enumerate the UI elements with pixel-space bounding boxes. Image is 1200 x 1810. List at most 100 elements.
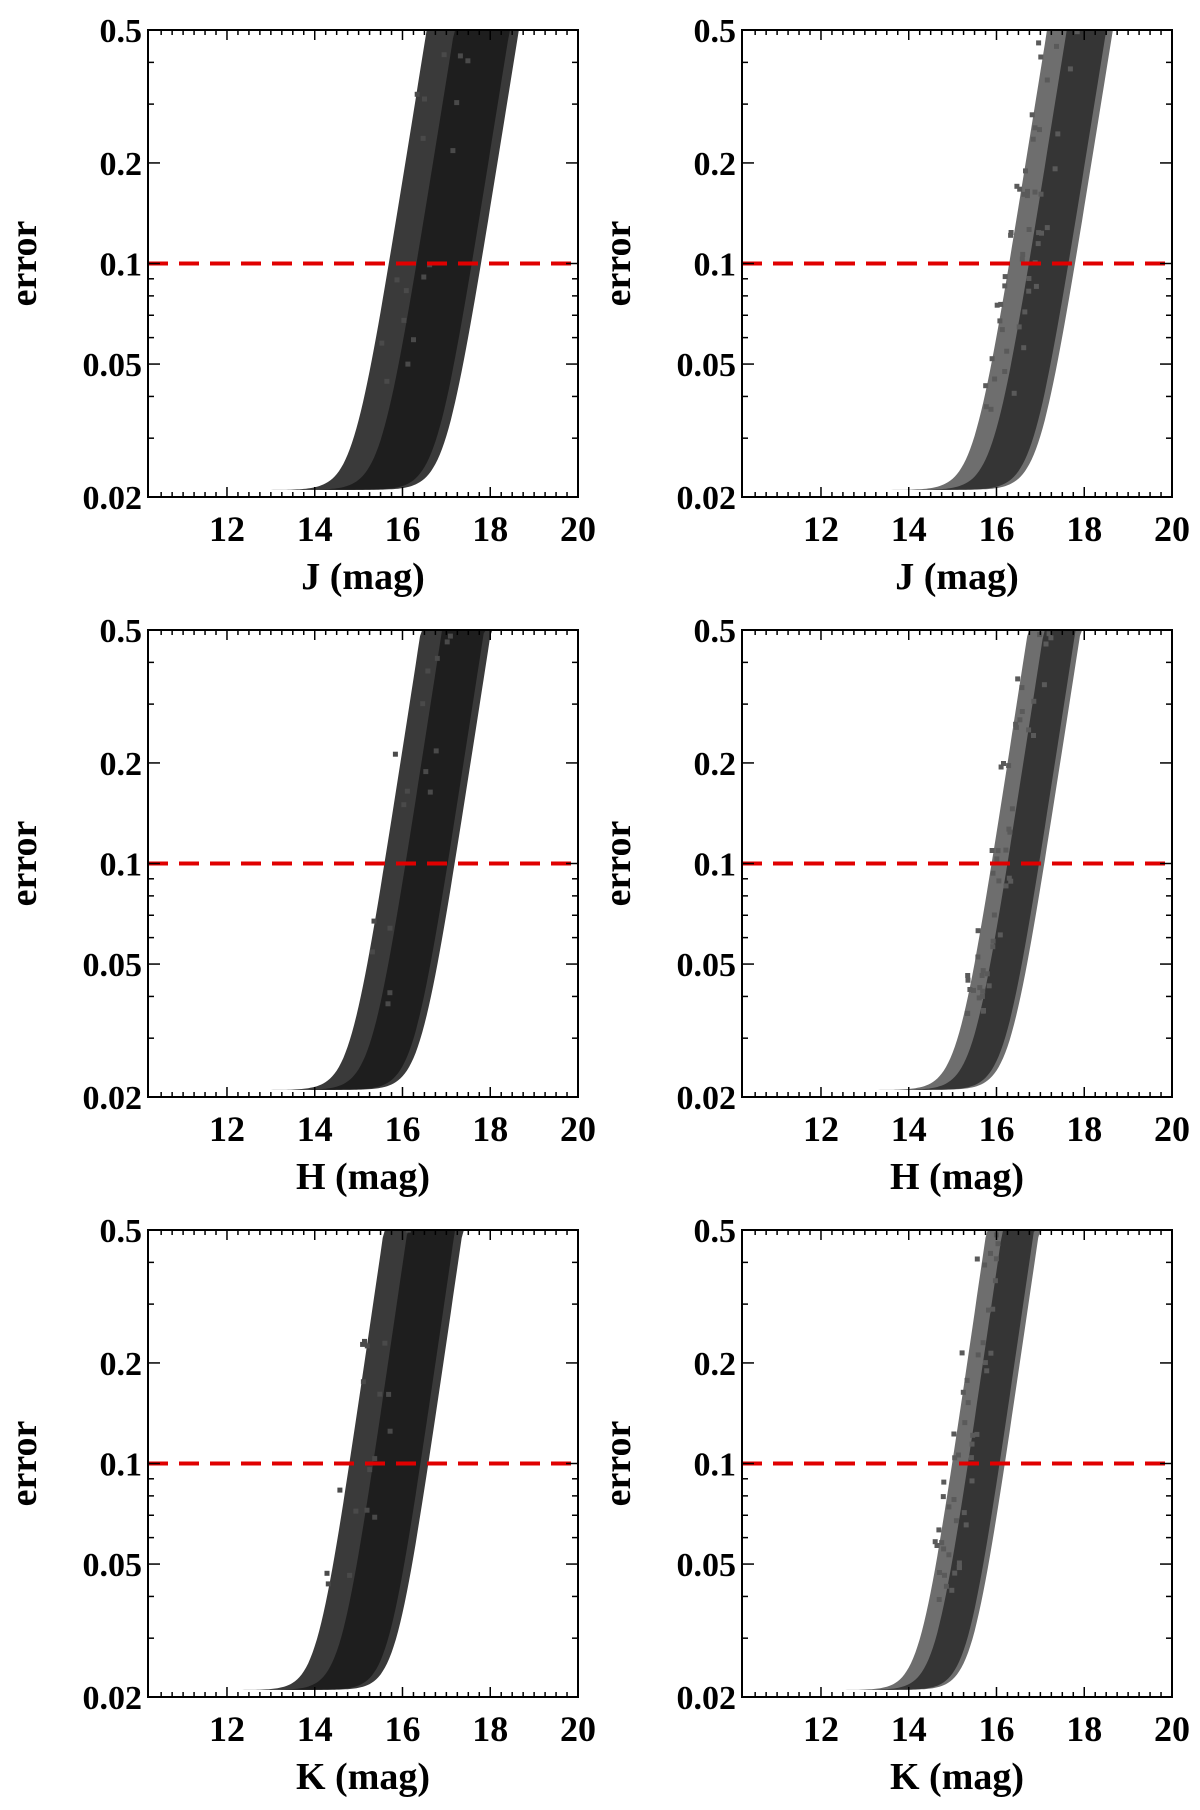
y-tick-label: 0.1 (100, 247, 143, 284)
data-point (953, 1518, 959, 1524)
data-point (1026, 227, 1032, 232)
x-tick-label: 20 (1154, 1109, 1190, 1149)
data-point (353, 1508, 359, 1514)
data-point (951, 1431, 957, 1437)
data-point (364, 1507, 370, 1513)
data-point (989, 356, 995, 362)
y-tick-label: 0.2 (100, 746, 143, 783)
data-point (959, 1350, 965, 1356)
data-point (401, 317, 407, 323)
data-point (992, 376, 998, 382)
data-point (1013, 721, 1019, 727)
data-point (1006, 826, 1012, 832)
data-point (970, 1432, 976, 1438)
x-tick-label: 16 (978, 1709, 1014, 1749)
data-point (988, 406, 994, 412)
x-tick-label: 12 (209, 1709, 245, 1749)
data-point (1001, 761, 1006, 766)
y-tick-label: 0.5 (100, 13, 143, 50)
y-tick-label: 0.5 (694, 613, 737, 650)
x-tick-label: 12 (803, 509, 839, 549)
data-point (384, 378, 390, 384)
data-point (1036, 40, 1042, 46)
data-point (372, 1456, 378, 1462)
data-band-core (742, 630, 1124, 1090)
chart-panel-row2-left: 12 14 16 18 20 0.02 0.05 0.1 0.2 0.5 H (mag) error (3, 613, 596, 1198)
data-point (1008, 232, 1014, 238)
y-tick-label: 0.05 (83, 947, 143, 984)
data-point (465, 58, 471, 64)
data-point (983, 383, 989, 389)
data-point (1006, 875, 1012, 881)
data-point (1044, 77, 1050, 83)
data-point (1006, 763, 1012, 769)
x-tick-label: 14 (891, 509, 927, 549)
data-point (1039, 230, 1044, 236)
y-tick-label: 0.5 (100, 1213, 143, 1250)
data-point (1019, 685, 1025, 691)
data-point (977, 985, 983, 991)
data-point (988, 1250, 993, 1256)
x-tick-label: 14 (891, 1109, 927, 1149)
y-axis-label: error (3, 820, 45, 906)
data-point (371, 918, 377, 924)
y-tick-label: 0.05 (677, 1547, 737, 1584)
data-point (974, 1256, 980, 1262)
chart-panel-row1-right: 12 14 16 18 20 0.02 0.05 0.1 0.2 0.5 J (mag) error (597, 13, 1190, 598)
data-point (982, 1262, 988, 1268)
data-point (946, 1552, 952, 1558)
data-point (386, 1391, 392, 1397)
data-point (988, 1350, 994, 1356)
data-point (405, 1230, 411, 1233)
data-point (997, 932, 1003, 938)
y-tick-label: 0.02 (83, 1680, 143, 1717)
data-point (1032, 189, 1038, 195)
data-point (956, 1560, 962, 1566)
data-point (964, 1377, 970, 1383)
x-tick-label: 16 (978, 509, 1014, 549)
data-point (998, 764, 1004, 770)
y-tick-label: 0.2 (100, 146, 143, 183)
y-tick-label: 0.05 (677, 947, 737, 984)
data-point (975, 1352, 981, 1358)
data-point (994, 302, 1000, 308)
data-point (1031, 698, 1037, 704)
data-point (961, 1510, 967, 1516)
data-point (454, 100, 460, 106)
data-point (965, 977, 971, 983)
data-point (369, 949, 375, 955)
x-axis-label: J (mag) (301, 556, 424, 598)
y-tick-label: 0.2 (100, 1346, 143, 1383)
x-tick-label: 16 (384, 509, 420, 549)
y-axis-label: error (3, 220, 45, 306)
data-point (956, 1565, 962, 1571)
data-band-core (742, 30, 1164, 490)
y-tick-label: 0.1 (694, 1447, 737, 1484)
data-point (1019, 709, 1025, 714)
data-point (965, 1010, 971, 1016)
data-point (1033, 283, 1039, 289)
data-point (969, 1441, 975, 1447)
data-band-core (148, 30, 578, 490)
data-point (1024, 193, 1030, 199)
data-point (1074, 30, 1080, 35)
y-tick-label: 0.1 (100, 847, 143, 884)
data-point (1055, 131, 1061, 137)
data-point (1002, 369, 1008, 374)
data-point (433, 748, 439, 754)
chart-panel-row3-left: 12 14 16 18 20 0.02 0.05 0.1 0.2 0.5 K (mag) error (3, 1213, 596, 1798)
data-point (986, 983, 992, 989)
data-point (425, 668, 431, 674)
x-tick-label: 20 (560, 509, 596, 549)
y-tick-label: 0.02 (677, 1680, 737, 1717)
data-point (969, 1478, 975, 1484)
data-point (1054, 43, 1059, 49)
data-point (1032, 125, 1038, 131)
data-point (983, 404, 989, 410)
data-point (1002, 274, 1008, 280)
data-point (1007, 829, 1013, 835)
chart-panel-row3-right: 12 14 16 18 20 0.02 0.05 0.1 0.2 0.5 K (mag) error (597, 1213, 1190, 1798)
y-tick-label: 0.02 (677, 480, 737, 517)
data-point (993, 1256, 999, 1262)
